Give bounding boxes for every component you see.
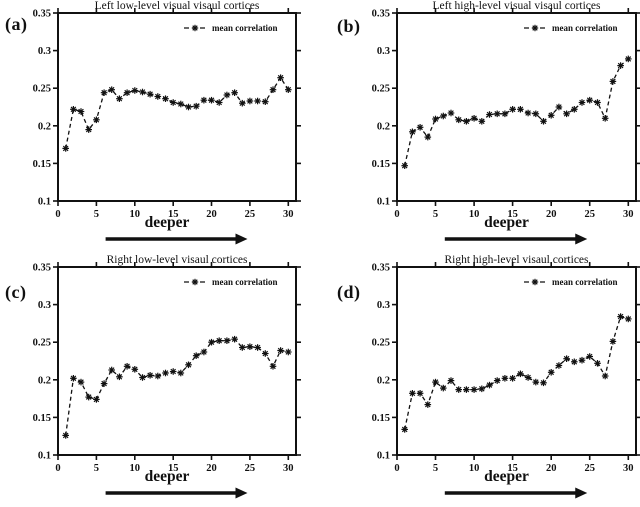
subplot-b: (b) Left high-level visual visaul cortic… [320, 0, 640, 254]
chart-canvas-d: Right high-level visaul cortices 0.1 0.15 0… [372, 254, 640, 499]
svg-text:0.35: 0.35 [372, 263, 390, 274]
svg-text:0.35: 0.35 [33, 263, 51, 274]
svg-text:5: 5 [94, 463, 99, 474]
svg-text:0.15: 0.15 [372, 159, 390, 170]
svg-text:mean correlation: mean correlation [552, 277, 618, 287]
svg-text:15: 15 [168, 209, 179, 220]
panel-label-a: (a) [5, 14, 28, 34]
svg-text:30: 30 [283, 463, 294, 474]
svg-text:0.25: 0.25 [372, 338, 390, 349]
svg-text:0: 0 [394, 463, 399, 474]
chart-canvas-c: Right low-level visaul cortices 0.1 0.15 0.… [33, 254, 301, 499]
panel-label-d: (d) [337, 282, 361, 302]
svg-text:20: 20 [546, 463, 557, 474]
subplot-a: (a) Left low-level visual visaul cortice… [0, 0, 320, 254]
svg-text:0.2: 0.2 [377, 121, 390, 132]
svg-text:25: 25 [245, 209, 256, 220]
svg-text:30: 30 [283, 209, 294, 220]
svg-text:20: 20 [546, 209, 557, 220]
svg-text:0.15: 0.15 [372, 413, 390, 424]
svg-text:0.15: 0.15 [33, 159, 51, 170]
svg-text:deeper: deeper [145, 214, 190, 231]
svg-text:0.1: 0.1 [38, 451, 51, 462]
svg-text:5: 5 [94, 209, 99, 220]
svg-text:mean correlation: mean correlation [212, 23, 278, 33]
svg-text:30: 30 [623, 463, 634, 474]
subplot-c: (c) Right low-level visaul cortices 0.1 0.… [0, 254, 320, 507]
svg-text:10: 10 [469, 463, 480, 474]
panel-label-b: (b) [337, 16, 361, 36]
svg-text:10: 10 [130, 209, 141, 220]
svg-text:0.1: 0.1 [377, 451, 390, 462]
svg-text:25: 25 [584, 209, 595, 220]
svg-text:0.1: 0.1 [377, 197, 390, 208]
svg-text:30: 30 [623, 209, 634, 220]
svg-text:Left low-level visual visaul c: Left low-level visual visaul cortices [95, 0, 260, 12]
svg-text:0.3: 0.3 [38, 46, 51, 57]
svg-text:0: 0 [394, 209, 399, 220]
svg-text:20: 20 [206, 209, 217, 220]
svg-text:mean correlation: mean correlation [552, 23, 618, 33]
svg-text:10: 10 [469, 209, 480, 220]
subplot-d: (d) Right high-level visaul cortices 0.1 0… [320, 254, 640, 507]
svg-text:mean correlation: mean correlation [212, 277, 278, 287]
svg-text:0.3: 0.3 [377, 300, 390, 311]
svg-text:0.1: 0.1 [38, 197, 51, 208]
chart-canvas-a: Left low-level visual visaul cortices 0.1… [33, 0, 301, 245]
chart-canvas-b: Left high-level visual visaul cortices 0.… [372, 0, 640, 245]
svg-text:5: 5 [433, 463, 438, 474]
svg-text:0: 0 [55, 463, 60, 474]
svg-text:5: 5 [433, 209, 438, 220]
panel-label-c: (c) [5, 282, 27, 302]
svg-text:Right high-level visaul cortic: Right high-level visaul cortices [444, 254, 589, 266]
svg-text:deeper: deeper [484, 214, 529, 231]
svg-text:10: 10 [130, 463, 141, 474]
svg-text:25: 25 [584, 463, 595, 474]
svg-text:20: 20 [206, 463, 217, 474]
svg-text:0.25: 0.25 [33, 338, 51, 349]
svg-text:0: 0 [55, 209, 60, 220]
svg-text:0.15: 0.15 [33, 413, 51, 424]
svg-text:deeper: deeper [484, 468, 529, 485]
svg-text:25: 25 [245, 463, 256, 474]
svg-text:0.35: 0.35 [372, 9, 390, 20]
svg-text:Right low-level visaul cortice: Right low-level visaul cortices [107, 254, 248, 266]
svg-text:0.3: 0.3 [38, 300, 51, 311]
svg-text:Left high-level visual visaul: Left high-level visual visaul cortices [433, 0, 601, 12]
svg-text:0.2: 0.2 [377, 375, 390, 386]
svg-text:0.2: 0.2 [38, 375, 51, 386]
svg-text:0.3: 0.3 [377, 46, 390, 57]
svg-text:0.2: 0.2 [38, 121, 51, 132]
svg-text:0.25: 0.25 [372, 84, 390, 95]
svg-text:15: 15 [507, 209, 517, 220]
svg-text:15: 15 [168, 463, 179, 474]
svg-text:0.25: 0.25 [33, 84, 51, 95]
svg-text:0.35: 0.35 [33, 9, 51, 20]
svg-text:deeper: deeper [145, 468, 190, 485]
svg-text:15: 15 [507, 463, 517, 474]
